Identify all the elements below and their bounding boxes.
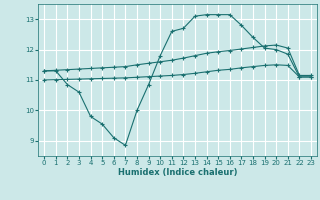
- X-axis label: Humidex (Indice chaleur): Humidex (Indice chaleur): [118, 168, 237, 177]
